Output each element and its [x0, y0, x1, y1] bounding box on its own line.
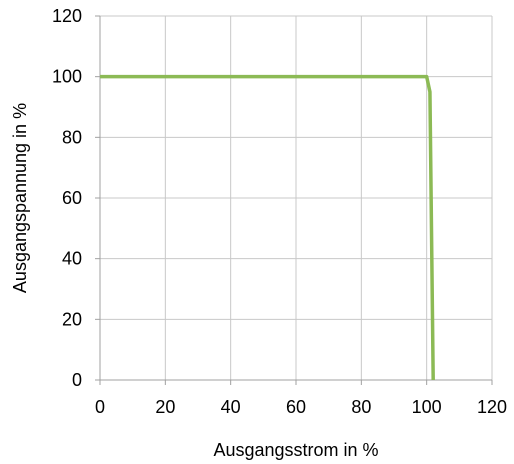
x-axis-title: Ausgangsstrom in %	[213, 440, 378, 460]
x-tick-label: 60	[286, 397, 306, 417]
y-tick-label: 60	[62, 188, 82, 208]
x-tick-label: 120	[477, 397, 507, 417]
x-tick-label: 80	[351, 397, 371, 417]
y-tick-label: 40	[62, 249, 82, 269]
y-tick-label: 80	[62, 127, 82, 147]
y-tick-label: 120	[52, 6, 82, 26]
y-tick-label: 20	[62, 309, 82, 329]
y-tick-label: 0	[72, 370, 82, 390]
y-tick-label: 100	[52, 67, 82, 87]
series	[100, 74, 435, 381]
x-tick-label: 20	[155, 397, 175, 417]
x-tick-label: 40	[221, 397, 241, 417]
y-axis-ticks: 0 20 40 60 80 100 120	[52, 6, 82, 390]
x-tick-label: 0	[95, 397, 105, 417]
x-axis-ticks: 0 20 40 60 80 100 120	[95, 397, 507, 417]
y-axis-title: Ausgangspannung in %	[10, 103, 30, 293]
series-line	[100, 74, 435, 381]
x-tick-label: 100	[412, 397, 442, 417]
